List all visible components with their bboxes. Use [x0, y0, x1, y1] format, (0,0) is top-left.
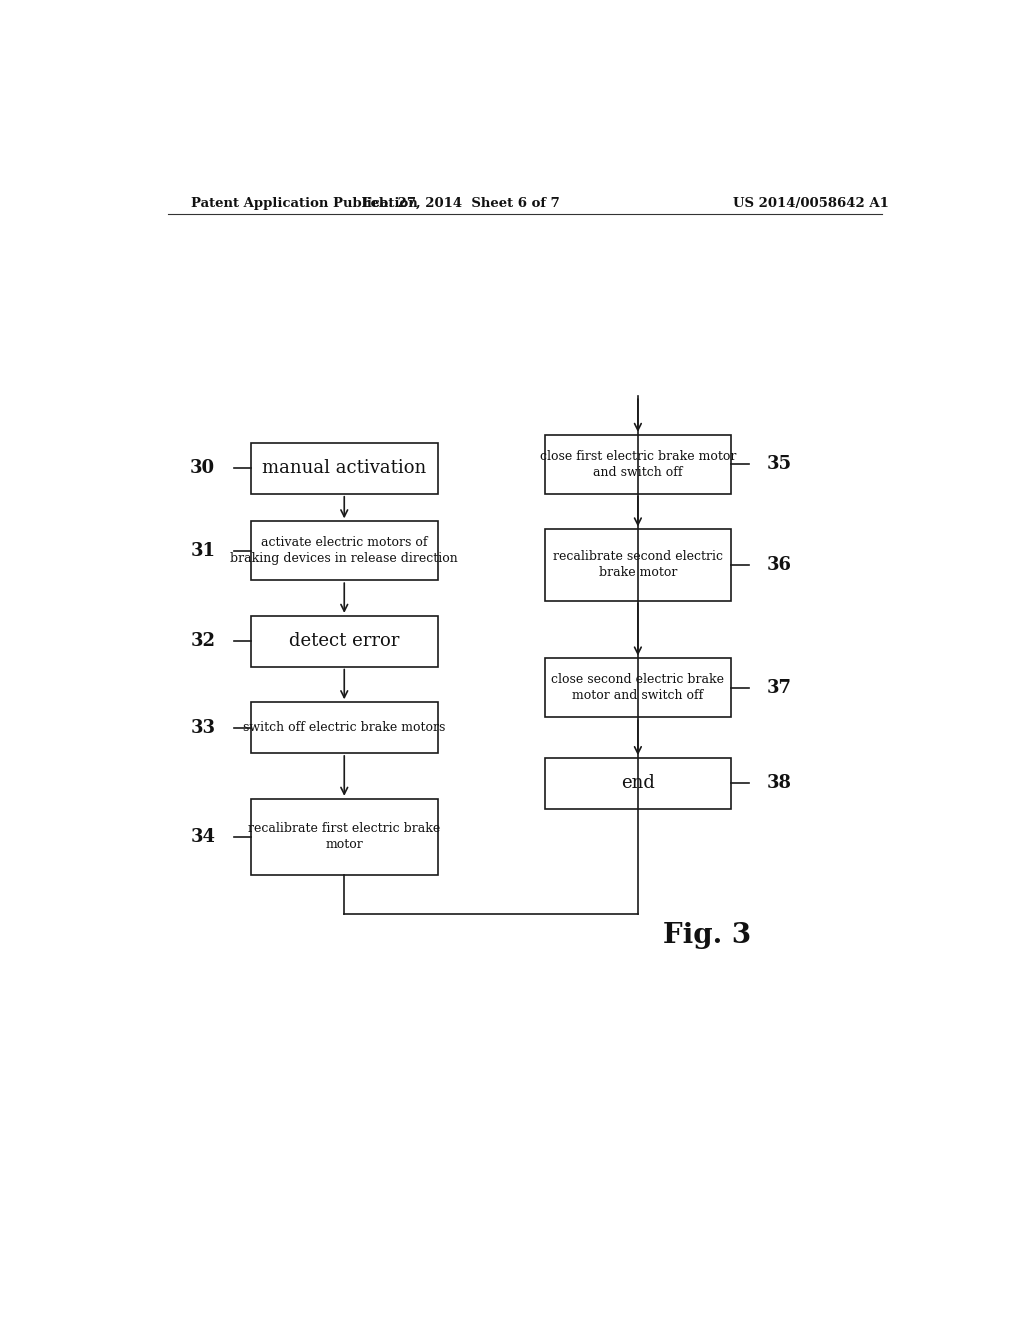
- Text: 36: 36: [767, 556, 792, 574]
- Bar: [251, 521, 437, 581]
- Text: detect error: detect error: [289, 632, 399, 651]
- Text: 34: 34: [190, 828, 215, 846]
- Text: US 2014/0058642 A1: US 2014/0058642 A1: [732, 197, 889, 210]
- Text: close second electric brake
motor and switch off: close second electric brake motor and sw…: [551, 673, 724, 702]
- Text: 35: 35: [767, 455, 792, 474]
- Text: close first electric brake motor
and switch off: close first electric brake motor and swi…: [540, 450, 736, 479]
- Text: 30: 30: [190, 459, 215, 478]
- Text: 37: 37: [767, 678, 792, 697]
- Text: Fig. 3: Fig. 3: [664, 923, 752, 949]
- Text: switch off electric brake motors: switch off electric brake motors: [243, 721, 445, 734]
- Text: manual activation: manual activation: [262, 459, 426, 478]
- Text: end: end: [621, 775, 654, 792]
- Text: 31: 31: [190, 541, 215, 560]
- Text: Feb. 27, 2014  Sheet 6 of 7: Feb. 27, 2014 Sheet 6 of 7: [362, 197, 560, 210]
- Bar: [251, 444, 437, 494]
- Text: Patent Application Publication: Patent Application Publication: [191, 197, 418, 210]
- Bar: [545, 659, 731, 718]
- Bar: [545, 434, 731, 494]
- Text: activate electric motors of
braking devices in release direction: activate electric motors of braking devi…: [230, 536, 458, 565]
- Text: recalibrate second electric
brake motor: recalibrate second electric brake motor: [553, 550, 723, 579]
- Text: 33: 33: [190, 718, 215, 737]
- Bar: [251, 799, 437, 875]
- Bar: [251, 702, 437, 752]
- Text: recalibrate first electric brake
motor: recalibrate first electric brake motor: [248, 822, 440, 851]
- Bar: [251, 615, 437, 667]
- Text: 32: 32: [190, 632, 215, 651]
- Text: 38: 38: [767, 775, 792, 792]
- Bar: [545, 529, 731, 601]
- Bar: [545, 758, 731, 809]
